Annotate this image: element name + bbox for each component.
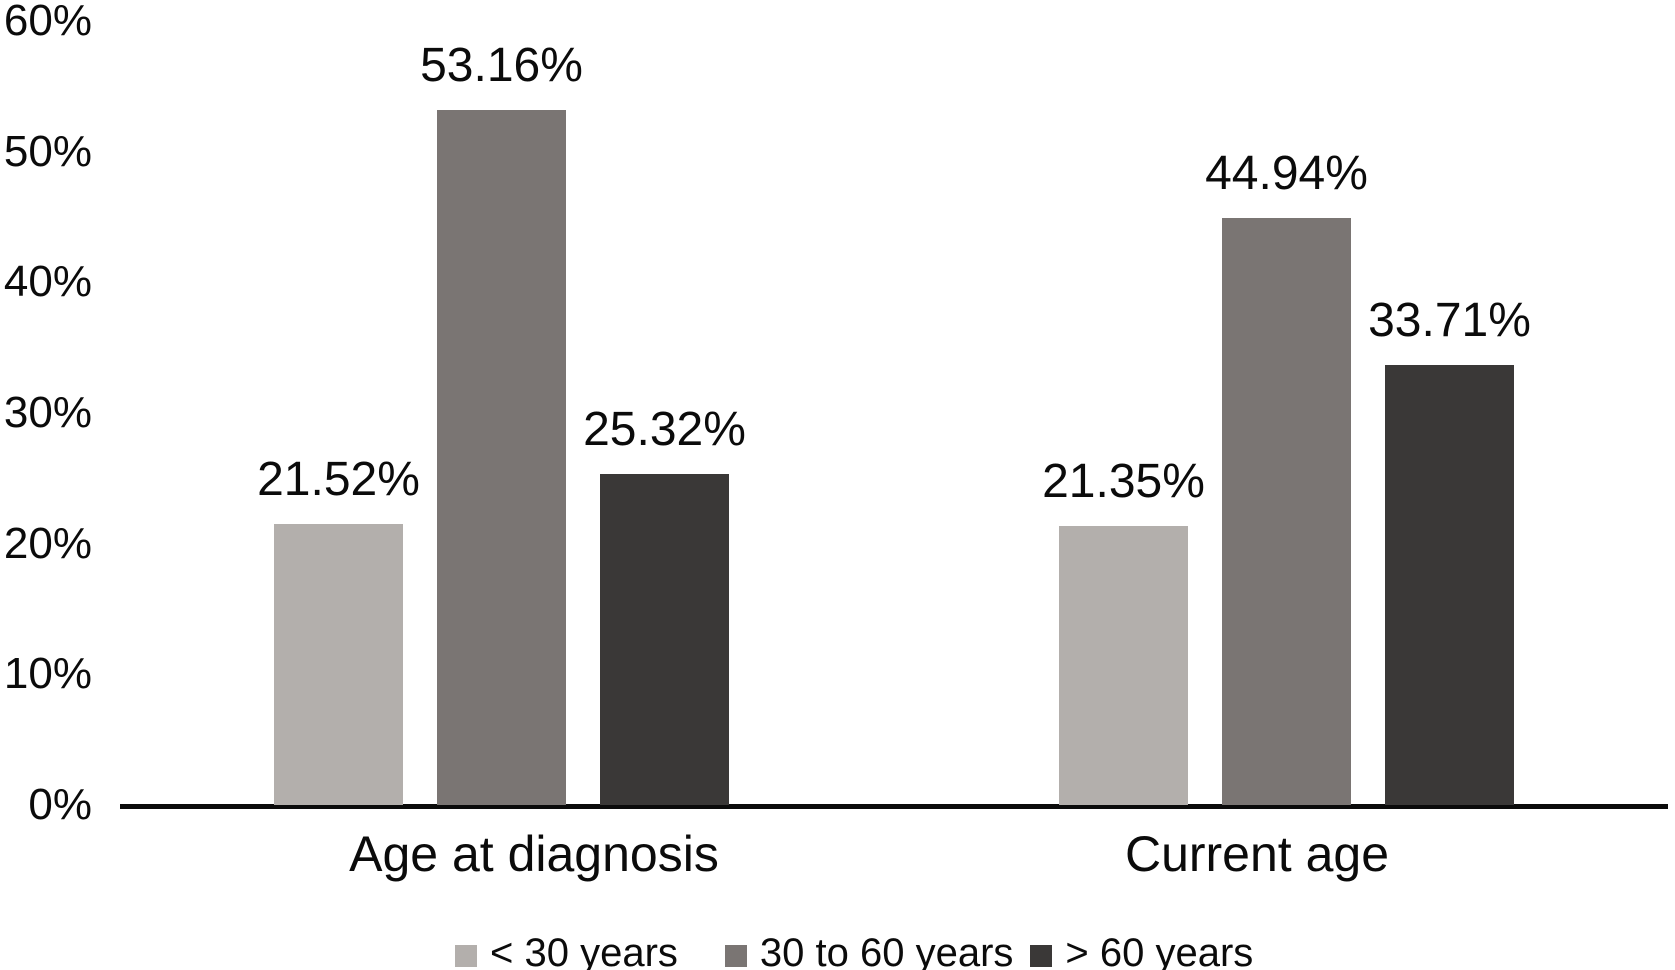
bar-value-label: 44.94%: [1205, 146, 1368, 200]
bar-value-label: 21.35%: [1042, 455, 1205, 509]
category-label-age-at-diagnosis: Age at diagnosis: [349, 826, 719, 882]
legend-item-30-to-60-years: 30 to 60 years: [724, 929, 1014, 970]
legend-label: > 60 years: [1065, 931, 1254, 970]
y-axis-tick-label: 20%: [3, 518, 92, 568]
bar-age-at-diagnosis-30-years: [274, 523, 403, 805]
bar-current-age-30-to-60-years: [1222, 217, 1351, 805]
y-axis-tick-label: 10%: [3, 649, 92, 699]
y-axis-tick-label: 0%: [28, 780, 92, 829]
legend-label: 30 to 60 years: [759, 931, 1014, 970]
bar-value-label: 25.32%: [583, 403, 746, 457]
legend-item-60-years: > 60 years: [1030, 929, 1253, 970]
y-axis-tick-label: 50%: [3, 126, 92, 176]
legend-item-30-years: < 30 years: [455, 929, 678, 970]
legend-label: < 30 years: [490, 931, 678, 970]
bar-value-label: 21.52%: [257, 452, 420, 506]
bar-current-age-30-years: [1059, 526, 1188, 805]
legend-swatch: [724, 945, 747, 967]
y-axis-tick-label: 30%: [3, 388, 92, 437]
x-axis-line: [120, 804, 1668, 809]
bar-value-label: 33.71%: [1368, 293, 1531, 347]
bar-age-at-diagnosis-30-to-60-years: [437, 110, 566, 805]
legend-swatch: [1030, 945, 1053, 967]
bar-value-label: 53.16%: [420, 39, 583, 93]
bar-age-at-diagnosis-60-years: [600, 474, 729, 805]
y-axis-tick-label: 60%: [3, 0, 92, 45]
legend-swatch: [455, 945, 477, 967]
bar-current-age-60-years: [1385, 364, 1514, 805]
category-label-current-age: Current age: [1124, 826, 1390, 882]
y-axis-tick-label: 40%: [3, 257, 92, 307]
legend: < 30 years 30 to 60 years > 60 years: [455, 929, 1253, 970]
